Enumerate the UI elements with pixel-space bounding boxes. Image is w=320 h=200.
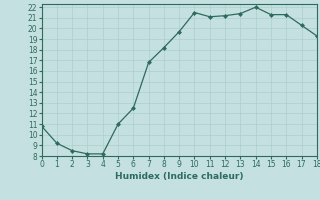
X-axis label: Humidex (Indice chaleur): Humidex (Indice chaleur) bbox=[115, 172, 244, 181]
